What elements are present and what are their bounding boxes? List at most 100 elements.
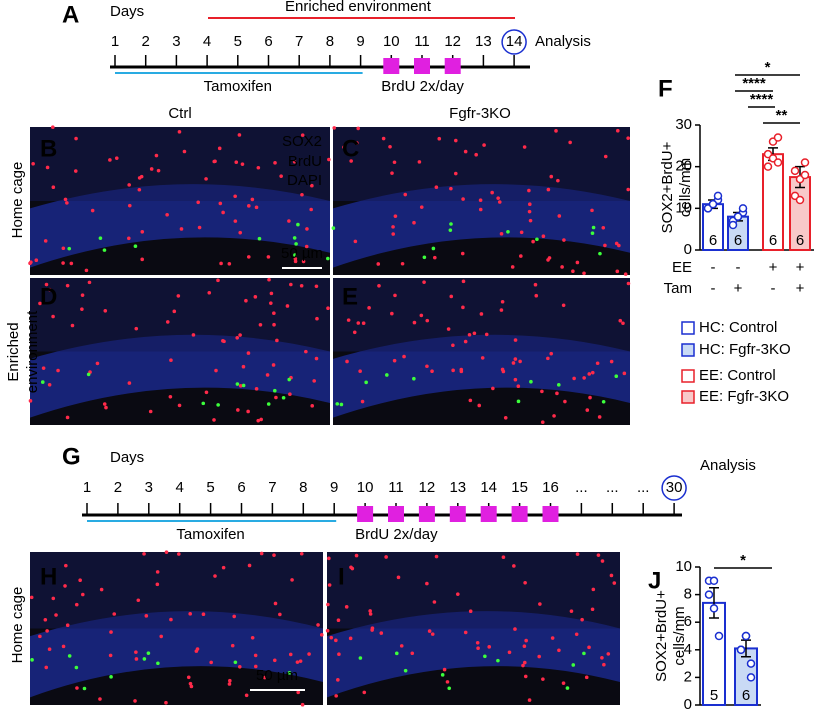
data-point [773, 158, 783, 167]
sox2-cell [528, 218, 533, 223]
dapi-layer [327, 611, 620, 698]
brdu-cell [431, 246, 436, 251]
sox2-cell [295, 660, 300, 664]
y-tick-label: 10 [675, 558, 692, 575]
sox2-cell [127, 381, 132, 385]
sox2-cell [236, 408, 240, 412]
data-point [763, 162, 773, 171]
sox2-cell [74, 602, 79, 607]
sox2-cell [241, 364, 246, 369]
sox2-cell [201, 612, 206, 617]
sox2-cell [64, 563, 68, 568]
sox2-cell [41, 366, 46, 370]
brdu-pulse [388, 506, 404, 522]
panel-label: D [40, 283, 57, 310]
brdu-cell [614, 374, 619, 379]
data-point [708, 199, 718, 209]
data-point [741, 631, 751, 641]
sox2-cell [430, 632, 435, 636]
sox2-cell [391, 232, 396, 236]
sox2-cell [80, 307, 84, 311]
sox2-cell [433, 255, 437, 260]
sox2-cell [148, 409, 153, 414]
legend-swatch [681, 321, 695, 335]
day-label: 8 [326, 33, 334, 50]
sox2-cell [140, 257, 144, 262]
n-label: 6 [734, 232, 742, 249]
sox2-cell [95, 361, 100, 366]
sox2-cell [519, 230, 524, 235]
sox2-cell [587, 645, 591, 650]
sox2-cell [461, 279, 466, 284]
sox2-cell [304, 349, 308, 354]
dapi-haze [30, 278, 330, 352]
sox2-cell [522, 145, 527, 149]
sox2-cell [246, 351, 251, 355]
sox2-cell [591, 587, 596, 592]
sox2-cell [140, 229, 145, 234]
sox2-cell [500, 367, 505, 372]
sox2-cell [250, 197, 255, 202]
sox2-cell [310, 404, 315, 408]
sox2-cell [615, 269, 620, 274]
sox2-cell [256, 165, 261, 170]
sox2-cell [527, 188, 531, 193]
sox2-cell [523, 580, 527, 585]
brdu-cell [67, 246, 72, 251]
day-label: 4 [176, 479, 184, 496]
sox2-cell [228, 678, 232, 683]
sox2-cell [337, 652, 341, 657]
sox2-cell [305, 227, 309, 231]
sox2-cell [477, 403, 482, 408]
sox2-cell [266, 255, 271, 259]
sox2-cell [316, 623, 320, 627]
sox2-cell [230, 643, 235, 648]
sox2-cell [172, 309, 177, 314]
brdu-cell [449, 222, 453, 226]
panel-label: G [62, 443, 81, 470]
sox2-cell [314, 284, 319, 289]
sox2-cell [353, 239, 358, 244]
sox2-cell [490, 190, 494, 195]
sox2-cell [522, 644, 527, 649]
sox2-cell [269, 291, 274, 296]
data-point [738, 204, 748, 213]
sox2-cell [45, 629, 49, 633]
sox2-cell [516, 384, 521, 389]
sox2-cell [289, 282, 293, 287]
analysis-circle [501, 29, 527, 55]
brdu-cell [448, 228, 453, 232]
n-label: 6 [796, 232, 804, 249]
brdu-pulse [414, 58, 430, 74]
sox2-cell [344, 605, 349, 609]
sox2-cell [164, 550, 169, 554]
sox2-cell [552, 414, 556, 418]
legend-swatch [681, 369, 695, 383]
legend-label: EE: Control [699, 367, 776, 384]
brdu-cell [335, 402, 340, 406]
sox2-cell [28, 399, 33, 403]
sox2-cell [358, 369, 362, 374]
sox2-cell [327, 157, 331, 162]
sox2-cell [513, 377, 518, 382]
condition-sign: - [711, 259, 716, 276]
sox2-cell [603, 154, 608, 159]
data-point [773, 133, 783, 142]
analysis-circle [661, 475, 687, 501]
day-label: ... [637, 479, 650, 496]
sox2-cell [144, 614, 149, 618]
sox2-cell [87, 280, 92, 285]
sox2-cell [221, 339, 225, 343]
day-label: 12 [444, 33, 461, 50]
brdu-cell [412, 376, 416, 381]
day-label: 15 [511, 479, 528, 496]
y-tick-label: 20 [675, 158, 692, 175]
period-label: Enriched environment [285, 0, 432, 15]
sox2-cell [29, 260, 33, 264]
sox2-cell [345, 359, 349, 364]
sox2-cell [90, 208, 95, 213]
sox2-cell [65, 283, 70, 288]
brdu-pulse [357, 506, 374, 522]
data-point [746, 659, 756, 668]
brdu-cell [287, 377, 291, 382]
